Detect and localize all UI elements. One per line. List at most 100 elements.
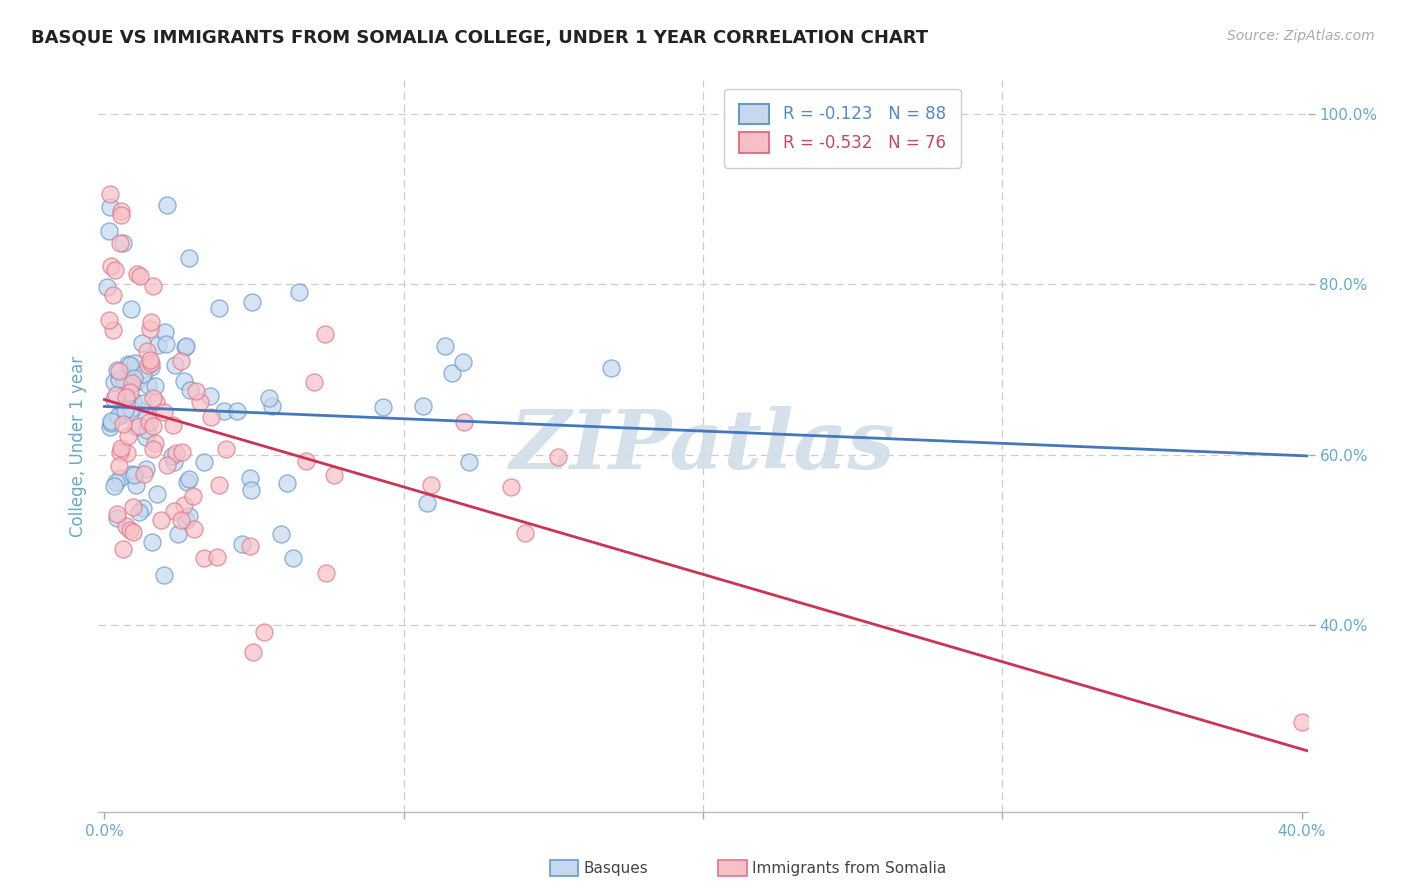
Point <box>304 375 326 389</box>
Text: Source: ZipAtlas.com: Source: ZipAtlas.com <box>1227 29 1375 44</box>
Point <box>174 340 197 354</box>
Point <box>132 467 155 481</box>
Point <box>121 376 143 391</box>
Point <box>212 403 235 417</box>
Point <box>198 389 221 403</box>
Point <box>131 335 153 350</box>
Point <box>132 500 155 515</box>
Point <box>136 378 159 392</box>
Point <box>103 376 125 390</box>
Point <box>128 419 150 434</box>
Point <box>129 268 152 283</box>
Text: Immigrants from Somalia: Immigrants from Somalia <box>752 861 946 876</box>
Point <box>122 468 145 483</box>
Point <box>283 551 305 566</box>
Point <box>138 322 160 336</box>
Point <box>165 446 187 460</box>
Point <box>453 416 475 430</box>
Point <box>135 409 157 423</box>
Point <box>177 472 200 486</box>
Point <box>419 478 441 492</box>
Point <box>121 467 143 481</box>
Point <box>104 475 127 489</box>
Point <box>110 441 132 455</box>
Point <box>110 408 132 422</box>
Point <box>125 420 148 434</box>
Point <box>163 358 186 372</box>
Point <box>163 455 186 469</box>
Point <box>107 409 129 424</box>
Point <box>135 462 157 476</box>
Point <box>172 445 194 459</box>
Point <box>270 526 292 541</box>
Point <box>100 416 122 430</box>
Point <box>115 519 138 533</box>
Point <box>146 487 169 501</box>
Point <box>108 364 131 378</box>
Point <box>177 509 200 524</box>
Point <box>105 388 128 402</box>
Point <box>103 262 125 277</box>
Point <box>107 363 129 377</box>
Point <box>135 430 157 444</box>
Point <box>257 391 280 405</box>
Point <box>162 418 184 433</box>
Point <box>120 302 142 317</box>
Point <box>513 525 536 540</box>
Point <box>111 236 134 251</box>
Point <box>118 524 141 538</box>
Point <box>145 394 167 409</box>
Point <box>434 339 457 353</box>
Point <box>200 410 222 425</box>
Point <box>98 200 121 214</box>
Point <box>599 360 621 375</box>
Point <box>143 379 166 393</box>
Point <box>101 323 124 337</box>
Point <box>373 400 395 414</box>
Point <box>122 524 145 539</box>
Point <box>139 353 162 368</box>
Point <box>315 566 337 581</box>
Y-axis label: College, Under 1 year: College, Under 1 year <box>69 355 87 537</box>
Point <box>295 454 318 468</box>
Point <box>118 378 141 392</box>
Point <box>208 478 231 492</box>
Point <box>120 401 142 416</box>
Point <box>110 203 132 218</box>
Point <box>114 390 136 404</box>
Legend: R = -0.123   N = 88, R = -0.532   N = 76: R = -0.123 N = 88, R = -0.532 N = 76 <box>724 88 960 168</box>
Point <box>122 394 145 409</box>
Point <box>141 356 163 370</box>
Point <box>179 384 201 398</box>
Point <box>214 442 236 457</box>
Point <box>184 384 207 399</box>
Point <box>142 442 165 456</box>
Text: BASQUE VS IMMIGRANTS FROM SOMALIA COLLEGE, UNDER 1 YEAR CORRELATION CHART: BASQUE VS IMMIGRANTS FROM SOMALIA COLLEG… <box>31 29 928 47</box>
Point <box>98 187 121 202</box>
Point <box>103 479 125 493</box>
Text: ZIPatlas: ZIPatlas <box>510 406 896 486</box>
Point <box>188 395 211 409</box>
Point <box>1291 714 1313 729</box>
Point <box>242 644 264 658</box>
Point <box>122 500 145 515</box>
Point <box>173 374 195 388</box>
Point <box>231 536 253 550</box>
Point <box>124 371 146 385</box>
Point <box>114 403 136 417</box>
Point <box>174 338 197 352</box>
Point <box>131 396 153 410</box>
Point <box>276 475 298 490</box>
Point <box>124 356 146 370</box>
Point <box>207 301 229 315</box>
Point <box>138 416 160 430</box>
Point <box>183 522 205 536</box>
Point <box>547 450 569 465</box>
Point <box>118 384 141 399</box>
Point <box>156 198 179 212</box>
Point <box>111 417 134 432</box>
Point <box>142 419 165 434</box>
Point <box>112 374 135 388</box>
Point <box>173 499 195 513</box>
Point <box>148 338 170 352</box>
